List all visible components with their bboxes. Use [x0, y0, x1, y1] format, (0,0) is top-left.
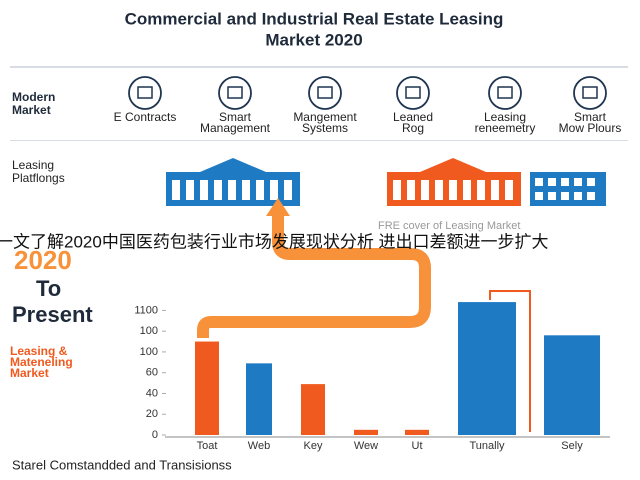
section-label: Leasing	[12, 158, 54, 172]
icon-glyph	[317, 86, 333, 99]
x-tick-label: Web	[248, 440, 270, 452]
x-tick-label: Ut	[412, 440, 423, 452]
y-tick-label: 40	[146, 387, 158, 399]
icon-label: reneemetry	[475, 121, 536, 135]
section-label: Market	[12, 103, 51, 117]
overlay-text: 一文了解2020中国医药包装行业市场发展现状分析 进出口差额进一步扩大	[0, 232, 549, 251]
icon	[128, 76, 162, 110]
y-tick-label: 0	[152, 429, 158, 441]
y-tick-label: 100	[140, 346, 158, 358]
y-tick-label: 1100	[134, 304, 158, 316]
icon-glyph	[497, 86, 513, 99]
icon-label: Mangement	[293, 110, 357, 124]
icon-label: Smart	[574, 110, 607, 124]
arrow-head	[266, 198, 290, 216]
x-tick-label: Key	[304, 440, 323, 452]
bar	[405, 429, 429, 435]
icon-label: Leasing	[484, 110, 526, 124]
icon-label: Management	[200, 121, 271, 135]
bar	[458, 302, 516, 435]
building-small	[530, 172, 606, 206]
caption: FRE cover of Leasing Market	[378, 220, 520, 232]
x-tick-label: Toat	[197, 440, 218, 452]
icon-glyph	[137, 86, 153, 99]
present: Present	[12, 302, 93, 327]
arrow	[197, 214, 431, 338]
divider	[10, 140, 628, 141]
building-orange	[387, 158, 521, 206]
x-tick-label: Wew	[354, 440, 378, 452]
title: Market 2020	[265, 30, 362, 49]
icon-label: Leaned	[393, 110, 433, 124]
divider	[10, 66, 628, 68]
y-tick-label: 60	[146, 367, 158, 379]
section-label: Modern	[12, 90, 55, 104]
icon	[573, 76, 607, 110]
icon	[308, 76, 342, 110]
icon	[488, 76, 522, 110]
y-tick-label: 20	[146, 408, 158, 420]
bar	[195, 341, 219, 435]
subtitle: Leasing &	[10, 344, 68, 358]
icon-label: E Contracts	[114, 110, 177, 124]
to: To	[36, 276, 61, 301]
subtitle: Mateneling	[10, 355, 73, 369]
bar	[246, 363, 272, 435]
icon	[218, 76, 252, 110]
x-tick-label: Tunally	[469, 440, 505, 452]
y-tick-label: 100	[140, 325, 158, 337]
icon-label: Mow Plours	[559, 121, 622, 135]
icon-label: Systems	[302, 121, 348, 135]
icon	[396, 76, 430, 110]
bracket	[489, 290, 531, 432]
footer: Starel Comstandded and Transisionss	[12, 457, 232, 472]
section-label: Platflongs	[12, 171, 65, 185]
icon-label: Rog	[402, 121, 424, 135]
icon-glyph	[227, 86, 243, 99]
icon-glyph	[582, 86, 598, 99]
title: Commercial and Industrial Real Estate Le…	[125, 9, 504, 28]
year: 2020	[14, 245, 72, 275]
bar	[301, 384, 325, 435]
bar	[354, 429, 378, 435]
icon-label: Smart	[219, 110, 252, 124]
bar	[544, 335, 600, 435]
x-tick-label: Sely	[561, 440, 583, 452]
building-blue	[166, 158, 300, 206]
icon-glyph	[405, 86, 421, 99]
subtitle: Market	[10, 366, 49, 380]
